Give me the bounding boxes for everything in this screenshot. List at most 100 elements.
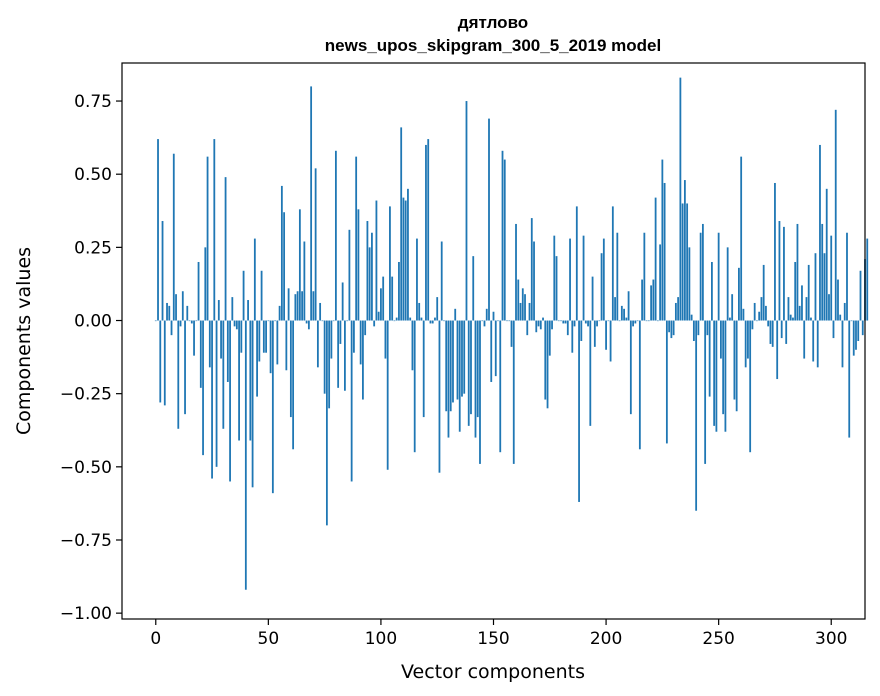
bar <box>485 308 488 321</box>
bar <box>321 320 324 322</box>
bar <box>686 203 689 321</box>
bar <box>724 320 727 432</box>
x-tick-label: 250 <box>702 629 734 649</box>
bar <box>614 297 616 321</box>
bar <box>810 317 812 321</box>
bar <box>828 294 830 321</box>
bar <box>805 297 808 321</box>
bar <box>701 223 704 321</box>
bar <box>492 311 495 321</box>
bar <box>215 320 218 467</box>
bar <box>767 320 770 327</box>
bar <box>425 144 427 321</box>
bar <box>733 320 736 400</box>
bar <box>711 261 713 321</box>
bar <box>596 320 598 327</box>
bar <box>580 320 583 341</box>
bar <box>287 288 290 321</box>
bar <box>812 320 815 362</box>
bar <box>481 320 484 322</box>
bar <box>341 282 344 321</box>
y-tick-label: −0.75 <box>60 531 112 551</box>
bar <box>267 320 270 322</box>
bar <box>706 320 709 336</box>
bar <box>803 320 806 359</box>
bar <box>262 320 265 353</box>
y-tick-label: 0.75 <box>74 92 112 112</box>
bar <box>301 291 304 321</box>
bar <box>697 320 700 336</box>
bar <box>456 320 459 400</box>
bar <box>269 320 272 374</box>
bar <box>659 244 662 321</box>
bar <box>517 279 520 321</box>
bar <box>740 156 743 321</box>
bar <box>731 294 734 321</box>
bar <box>593 320 596 347</box>
bar <box>402 197 405 321</box>
bar <box>190 320 193 324</box>
bar <box>510 320 513 347</box>
bar <box>548 320 551 356</box>
bar <box>172 153 175 321</box>
bar <box>537 320 540 327</box>
bar <box>652 279 655 321</box>
bar <box>454 308 457 321</box>
bar <box>780 320 783 339</box>
bar <box>339 320 342 344</box>
bar <box>807 264 810 321</box>
bar <box>470 320 472 415</box>
bar <box>859 270 862 321</box>
bar <box>159 320 162 403</box>
bar <box>497 320 499 322</box>
bar <box>217 300 220 321</box>
bar <box>463 320 466 394</box>
bar <box>837 279 839 321</box>
x-tick-label: 0 <box>150 629 161 649</box>
x-tick-label: 200 <box>590 629 622 649</box>
bar <box>305 320 308 324</box>
bar <box>240 320 243 353</box>
bar <box>395 317 398 321</box>
bar <box>494 320 497 377</box>
bar <box>170 320 173 336</box>
bar <box>490 320 493 382</box>
bar <box>179 320 182 327</box>
bar <box>346 320 349 322</box>
bar <box>512 320 515 464</box>
bar <box>762 264 765 321</box>
bar <box>866 238 869 321</box>
bar <box>665 320 668 444</box>
bar <box>557 320 560 322</box>
bar <box>654 197 657 321</box>
bar <box>591 276 594 321</box>
bar <box>233 320 236 327</box>
bar <box>544 320 547 400</box>
bar <box>418 302 421 321</box>
bar <box>670 320 673 339</box>
bar <box>789 314 792 321</box>
bar <box>636 320 639 322</box>
bar <box>834 109 837 321</box>
bar <box>274 320 276 322</box>
bar <box>452 320 454 403</box>
bar <box>332 320 335 322</box>
bar <box>771 320 774 347</box>
bar <box>208 320 211 368</box>
bar <box>398 261 400 321</box>
bar <box>364 320 367 336</box>
bar <box>253 238 256 321</box>
bar <box>729 317 731 321</box>
bar <box>530 218 533 321</box>
bar <box>393 320 396 322</box>
x-axis-ticks: 0 50 100 150 200 250 300 <box>150 619 847 649</box>
bar <box>389 206 391 321</box>
bar <box>229 320 231 482</box>
bar <box>760 297 763 321</box>
bar <box>380 288 382 321</box>
bar <box>634 320 637 324</box>
bar <box>611 206 614 321</box>
bar <box>344 320 346 391</box>
bar <box>641 279 643 321</box>
